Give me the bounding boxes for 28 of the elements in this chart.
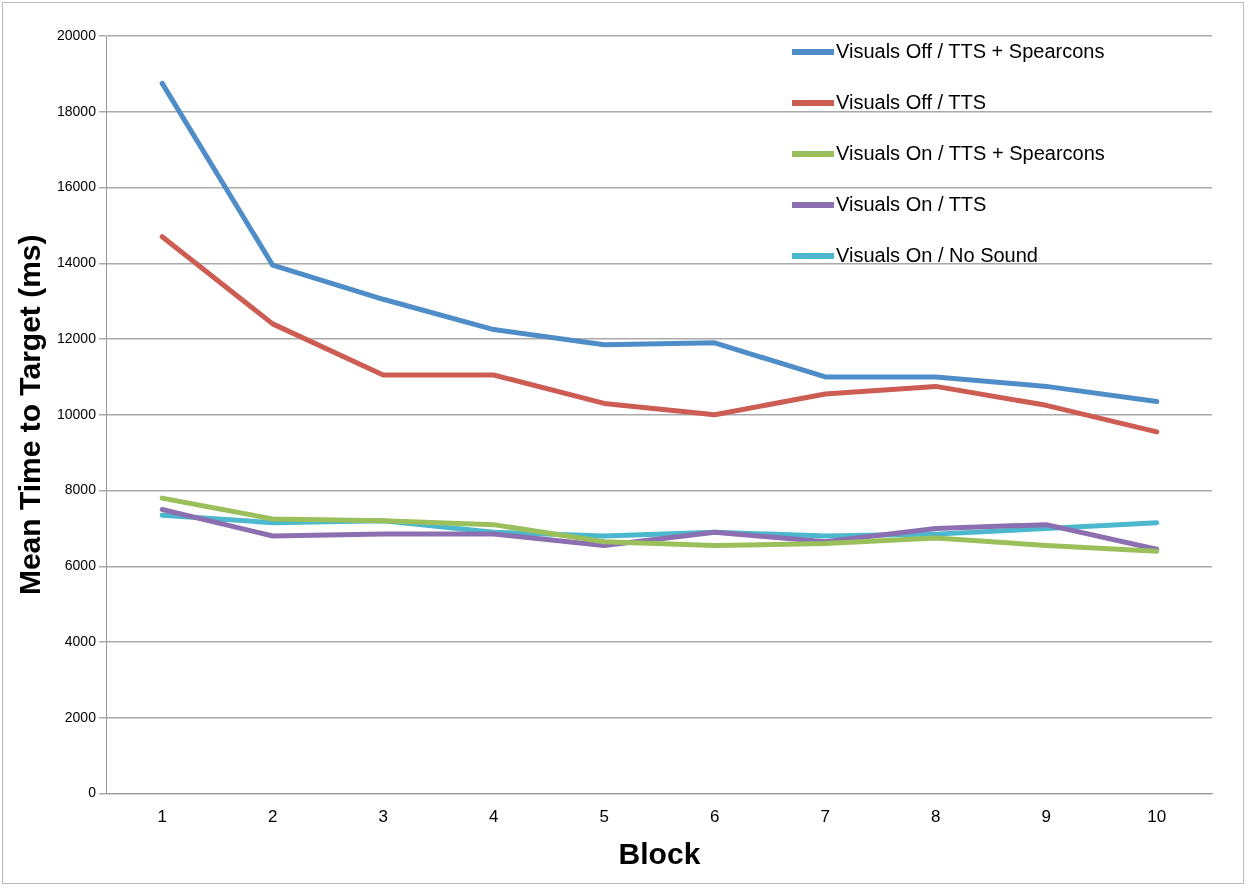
y-tick-label: 14000 bbox=[56, 254, 97, 271]
x-tick-label: 10 bbox=[1147, 807, 1167, 827]
y-tick-label: 2000 bbox=[64, 708, 97, 725]
y-tick-label: 10000 bbox=[56, 405, 97, 422]
y-tick-label: 20000 bbox=[56, 26, 97, 43]
y-tick-label: 16000 bbox=[56, 178, 97, 195]
x-tick-label: 5 bbox=[599, 807, 609, 827]
x-tick-label: 7 bbox=[820, 807, 830, 827]
x-tick-label: 6 bbox=[709, 807, 720, 827]
x-tick-label: 4 bbox=[488, 807, 499, 827]
y-tick-label: 18000 bbox=[56, 102, 97, 119]
y-tick-label: 8000 bbox=[64, 481, 97, 498]
y-tick-label: 0 bbox=[88, 784, 97, 801]
x-tick-label: 8 bbox=[931, 807, 941, 827]
y-tick-label: 12000 bbox=[56, 329, 97, 346]
x-tick-label: 9 bbox=[1041, 807, 1051, 827]
legend-label: Visuals On / No Sound bbox=[836, 244, 1038, 267]
legend-label: Visuals Off / TTS bbox=[836, 91, 987, 114]
x-tick-label: 3 bbox=[378, 807, 388, 827]
legend-label: Visuals On / TTS bbox=[836, 193, 987, 216]
x-tick-label: 2 bbox=[267, 807, 278, 827]
y-axis-title: Mean Time to Target (ms) bbox=[13, 234, 47, 596]
legend-label: Visuals Off / TTS + Spearcons bbox=[836, 40, 1105, 63]
y-tick-label: 4000 bbox=[64, 632, 97, 649]
legend-label: Visuals On / TTS + Spearcons bbox=[836, 142, 1105, 165]
x-tick-label: 1 bbox=[157, 807, 167, 827]
y-tick-label: 6000 bbox=[64, 557, 97, 574]
x-axis-title: Block bbox=[618, 837, 701, 871]
